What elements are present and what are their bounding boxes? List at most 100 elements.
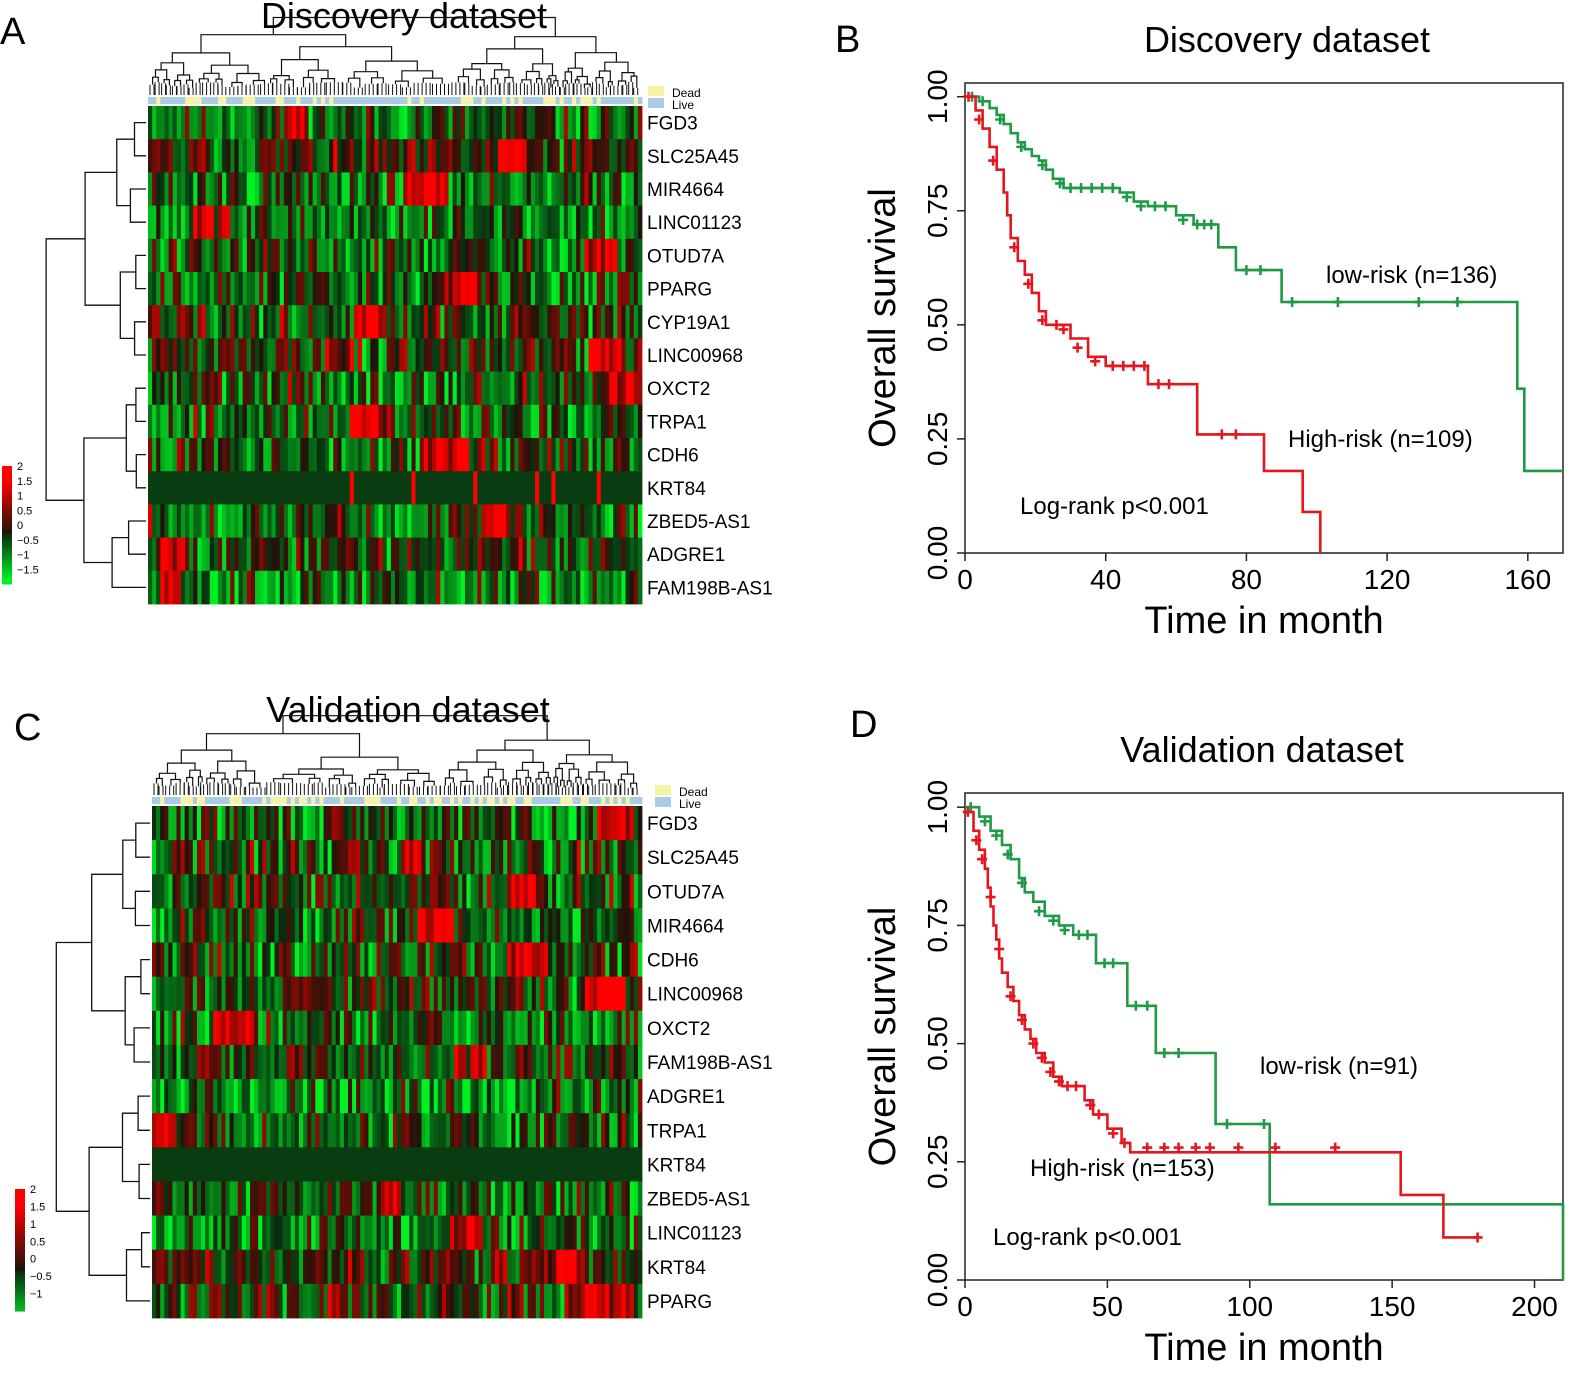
heatmap-row [148,205,643,240]
heatmap-cell [311,840,316,875]
heatmap-cell [221,976,226,1012]
heatmap-cell [547,471,552,505]
heatmap-cell [417,1249,422,1285]
heatmap-cell [456,139,462,173]
live-sample [446,797,451,804]
heatmap-cell [300,139,305,173]
live-sample [259,97,264,104]
heatmap-cell [403,504,408,538]
heatmap-cell [360,908,365,943]
heatmap-cell [477,205,482,240]
gene-label: ZBED5-AS1 [647,1190,750,1211]
heatmap-cell [497,238,503,273]
heatmap-cell [481,305,486,339]
dendrogram-branch [210,64,249,74]
heatmap-cell [481,404,486,439]
heatmap-cell [460,504,466,538]
heatmap-cell [432,537,437,572]
heatmap-cell [629,238,635,273]
heatmap-cell [185,172,190,206]
heatmap-cell [637,806,643,841]
heatmap-cell [148,438,153,472]
heatmap-cell [572,874,578,909]
heatmap-cell [423,272,429,306]
heatmap-cell [279,305,285,339]
heatmap-cell [458,908,463,943]
heatmap-cell [270,976,275,1012]
heatmap-cell [343,1249,349,1285]
heatmap-cell [633,139,639,173]
heatmap-cell [366,205,371,240]
heatmap-cell [254,874,259,909]
heatmap-cell [411,238,416,273]
heatmap-cell [466,942,471,978]
heatmap-cell [325,238,330,273]
heatmap-cell [362,371,367,406]
heatmap-cell [254,942,259,978]
heatmap-cell [287,371,293,406]
heatmap-cell [518,338,524,372]
heatmap-cell [209,371,215,406]
live-sample [552,797,557,804]
heatmap-cell [188,1147,194,1182]
heatmap-cell [564,806,569,841]
heatmap-cell [278,1044,284,1080]
heatmap-cell [307,1079,312,1114]
heatmap-cell [489,238,495,273]
censor-mark [994,944,1005,955]
heatmap-cell [539,1215,545,1251]
heatmap-cell [432,172,437,206]
heatmap-cell [176,404,182,439]
heatmap-cell [168,1113,173,1148]
heatmap-cell [241,1113,247,1148]
heatmap-cell [267,504,272,538]
heatmap-cell [282,1215,288,1251]
heatmap-cell [197,371,202,406]
heatmap-cell [441,840,447,875]
dendrogram-branch [282,715,548,741]
heatmap-cell [417,1215,422,1251]
heatmap-cell [564,1010,569,1046]
heatmap-cell [464,471,470,505]
heatmap-cell [176,338,182,372]
heatmap-cell [331,1249,337,1285]
scale-swatch [15,1274,25,1278]
heatmap-cell [213,338,219,372]
heatmap-cell [469,106,474,140]
heatmap-cell [458,806,463,841]
heatmap-cell [209,840,214,875]
heatmap-cell [617,1215,622,1251]
heatmap-cell [401,806,406,841]
heatmap-cell [245,908,251,943]
dead-sample [185,97,190,104]
heatmap-cell [364,1283,369,1319]
heatmap-cell [275,570,281,605]
heatmap-cell [303,1010,308,1046]
heatmap-cell [511,1215,516,1251]
heatmap-cell [621,1181,627,1216]
censor-mark [1023,278,1034,289]
heatmap-cell [188,1113,194,1148]
heatmap-cell [425,874,431,909]
heatmap-cell [312,504,318,538]
heatmap-cell [201,1181,206,1216]
heatmap-cell [345,272,351,306]
heatmap-cell [282,942,288,978]
heatmap-cell [559,471,565,505]
heatmap-cell [312,172,318,206]
heatmap-cell [325,106,330,140]
heatmap-cell [629,471,635,505]
heatmap-cell [262,806,267,841]
heatmap-cell [567,106,573,140]
heatmap-cell [526,537,532,572]
heatmap-cell [279,404,285,439]
heatmap-cell [333,471,338,505]
dendrogram-branch [122,839,136,910]
scale-swatch [15,1304,25,1309]
heatmap-cell [413,806,418,841]
heatmap-cell [192,942,198,978]
heatmap-cell [419,371,425,406]
heatmap-cell [473,371,478,406]
dendrogram-branch [185,79,194,88]
heatmap-cell [303,1215,308,1251]
